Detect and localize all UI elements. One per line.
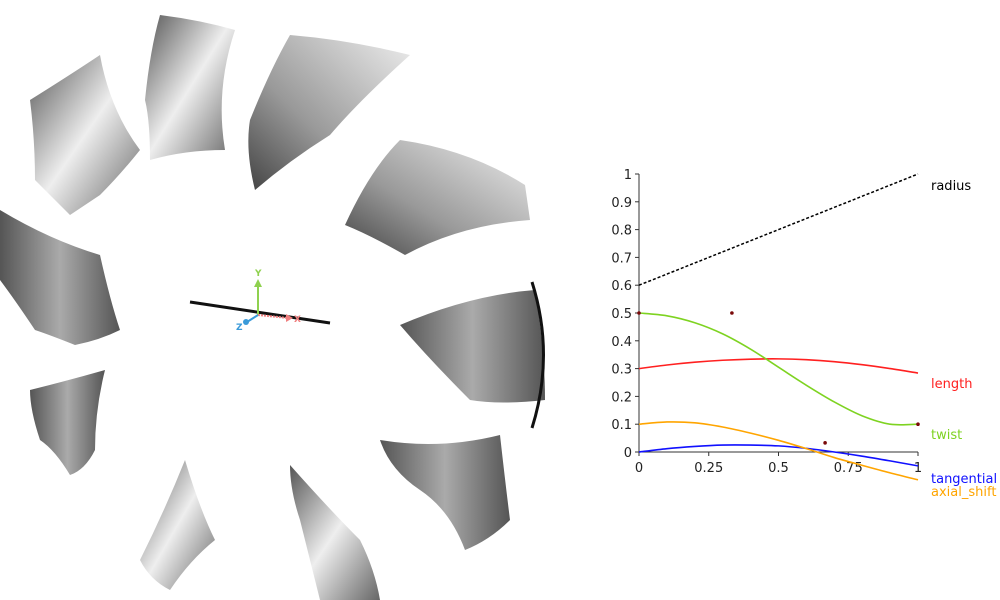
blade[interactable] [248, 35, 410, 190]
x-tick-label: 0 [635, 461, 643, 476]
z-axis-label: Z [236, 323, 243, 333]
series-line-twist [638, 312, 919, 426]
axis-gizmo[interactable]: Y X Z [236, 269, 301, 333]
x-tick-label: 0.25 [694, 461, 723, 476]
x-axis-arrow [257, 314, 289, 319]
y-tick-label: 1 [624, 168, 632, 183]
y-tick-label: 0.9 [611, 196, 632, 211]
rotor-blades [0, 15, 545, 600]
blade[interactable] [380, 435, 510, 550]
series-label-twist: twist [931, 428, 962, 443]
x-axis-label: X [294, 315, 301, 325]
y-tick-label: 0.1 [611, 418, 632, 433]
rotor-axis-line [189, 300, 331, 325]
series-line-axial_shift [638, 421, 919, 481]
blade[interactable] [145, 15, 235, 160]
y-tick-label: 0.4 [611, 335, 632, 350]
blade[interactable] [0, 210, 120, 345]
y-tick-label: 0.8 [611, 224, 632, 239]
blade[interactable] [30, 55, 140, 215]
series-label-axial_shift: axial_shift [931, 485, 996, 500]
blade[interactable] [345, 140, 530, 255]
radius-arc [530, 281, 545, 429]
x-tick-label: 0.5 [768, 461, 789, 476]
z-axis-arrow [246, 314, 259, 323]
y-arrowhead-icon [254, 279, 262, 287]
series-line-radius [638, 173, 919, 286]
y-tick-label: 0.7 [611, 251, 632, 266]
y-tick-label: 0.6 [611, 279, 632, 294]
x-tick-label: 0.75 [834, 461, 863, 476]
y-tick-label: 0.5 [611, 307, 632, 322]
control-point [637, 311, 641, 315]
y-tick-label: 0.3 [611, 363, 632, 378]
x-arrowhead-icon [286, 314, 293, 322]
blade[interactable] [290, 465, 380, 600]
control-point [916, 422, 920, 427]
blade[interactable] [400, 290, 545, 403]
y-tick-label: 0 [624, 446, 632, 461]
y-axis-label: Y [254, 269, 262, 279]
series-line-tangential [638, 444, 919, 467]
series-line-length [638, 358, 919, 374]
control-point [730, 311, 734, 315]
series-label-tangential: tangential [931, 472, 997, 487]
x-tick-label: 1 [914, 461, 922, 476]
y-tick-label: 0.2 [611, 390, 632, 405]
control-point [823, 441, 827, 445]
series-label-radius: radius [931, 179, 971, 194]
blade[interactable] [140, 460, 215, 590]
z-axis-handle-icon [243, 319, 249, 325]
blade[interactable] [30, 370, 105, 475]
series-label-length: length [931, 377, 972, 392]
profile-chart: 0 0.1 0.2 0.3 0.4 0.5 0.6 0.7 0.8 0.9 1 0 0.25 0.5 0.7… [611, 168, 997, 500]
